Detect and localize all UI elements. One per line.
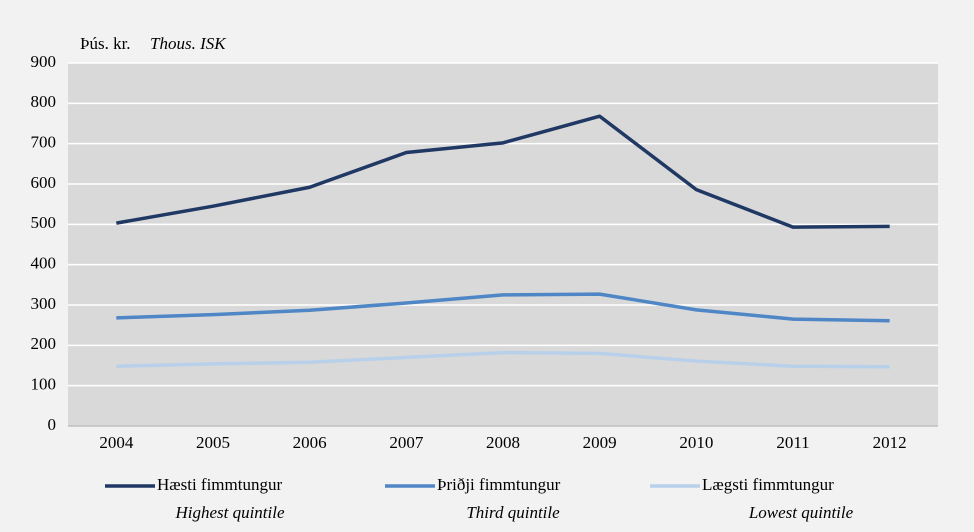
legend-label-en: Third quintile: [466, 503, 560, 522]
y-axis-label: Þús. kr.: [80, 34, 131, 53]
legend-label-en: Highest quintile: [174, 503, 285, 522]
x-tick-label: 2005: [196, 433, 230, 452]
y-tick-label: 900: [31, 52, 57, 71]
y-tick-label: 300: [31, 294, 57, 313]
x-tick-label: 2004: [99, 433, 134, 452]
y-tick-label: 400: [31, 254, 57, 273]
x-tick-label: 2009: [583, 433, 617, 452]
series-line: [116, 292, 890, 323]
y-tick-label: 700: [31, 133, 57, 152]
legend-label: Lægsti fimmtungur: [702, 475, 834, 494]
x-tick-label: 2012: [873, 433, 907, 452]
y-tick-label: 200: [31, 334, 57, 353]
y-tick-label: 800: [31, 92, 57, 111]
y-tick-label: 100: [31, 375, 57, 394]
y-tick-label: 0: [48, 415, 57, 434]
legend-label: Þriðji fimmtungur: [437, 475, 561, 494]
x-tick-label: 2010: [679, 433, 713, 452]
y-tick-label: 500: [31, 213, 57, 232]
x-tick-label: 2011: [776, 433, 809, 452]
legend-label: Hæsti fimmtungur: [157, 475, 282, 494]
x-tick-label: 2006: [293, 433, 327, 452]
series-line: [116, 350, 890, 369]
legend-label-en: Lowest quintile: [748, 503, 854, 522]
y-axis-label-en: Thous. ISK: [150, 34, 227, 53]
plot-area: [68, 63, 938, 426]
x-tick-label: 2007: [389, 433, 424, 452]
y-tick-label: 600: [31, 173, 57, 192]
series-line: [116, 114, 890, 229]
x-tick-label: 2008: [486, 433, 520, 452]
